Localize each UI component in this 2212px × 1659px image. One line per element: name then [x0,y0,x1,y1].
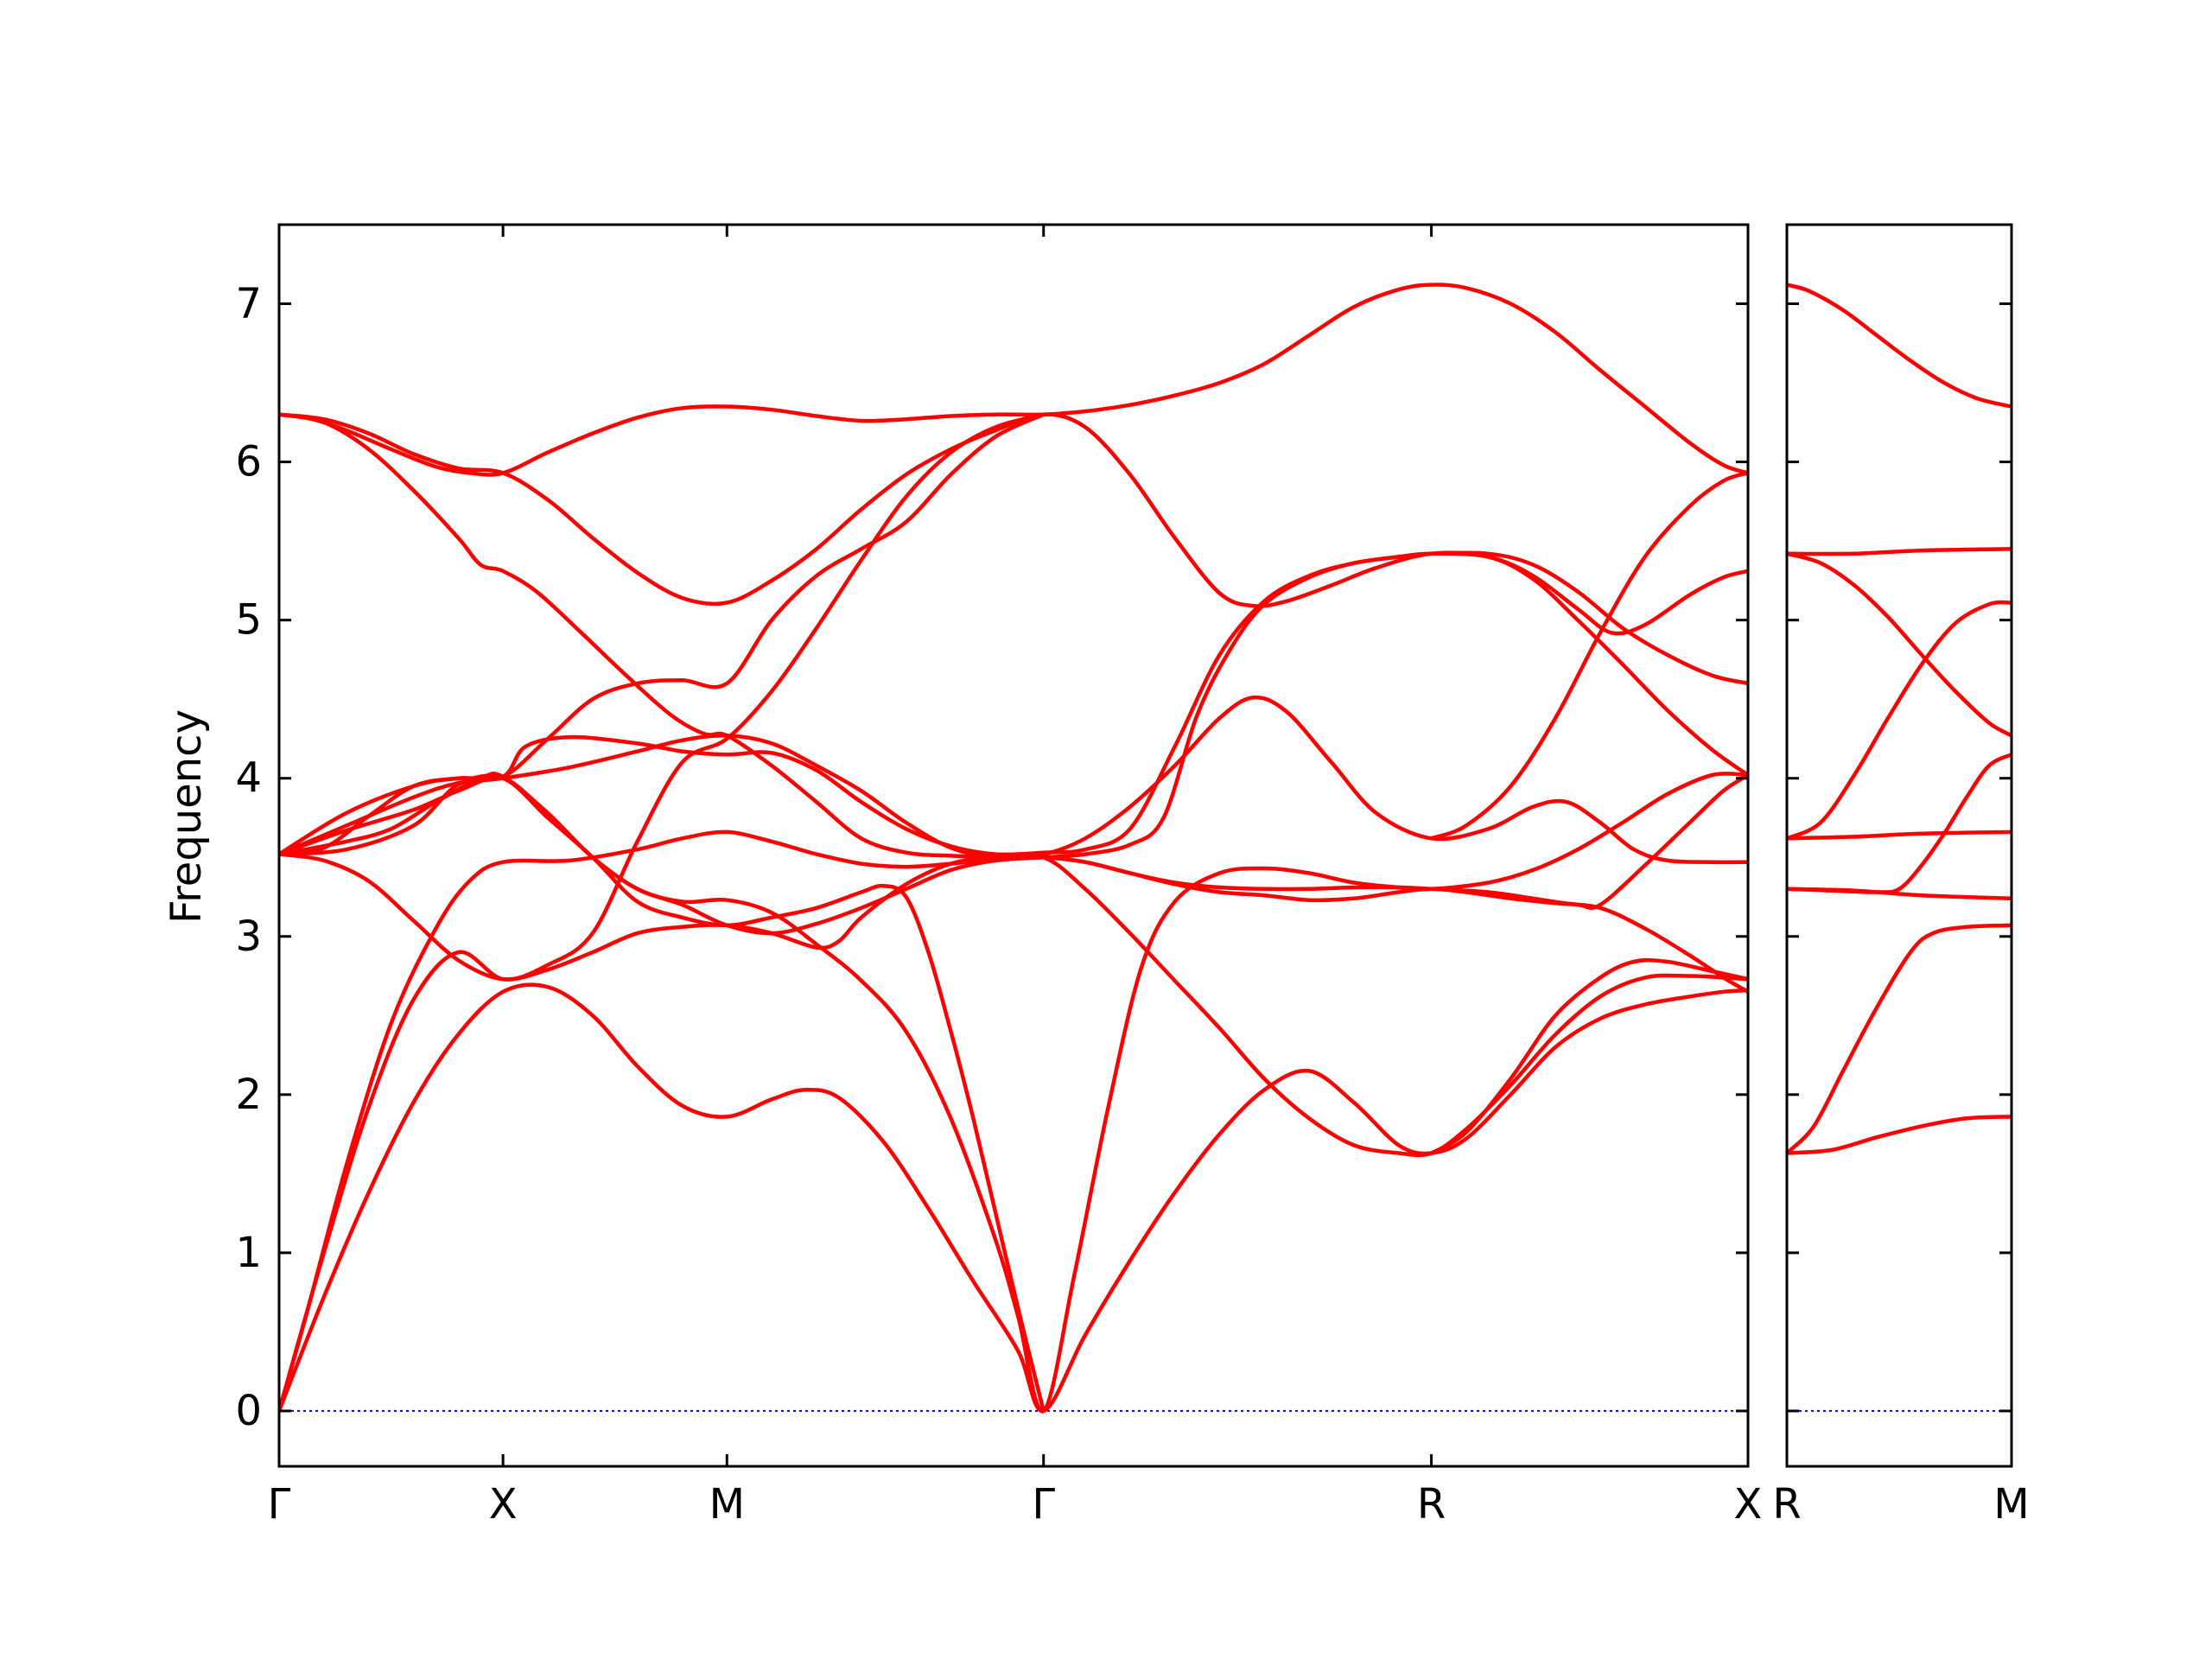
y-tick-label: 6 [235,438,262,486]
y-tick-label: 0 [235,1387,262,1435]
branch-line-11 [279,412,1046,1414]
branch-line-3 [279,412,1748,778]
branch-line-1 [1787,283,2012,409]
branch-line-13 [279,775,1046,936]
branch-line-3 [1787,551,2012,738]
y-tick-label: 3 [235,912,262,961]
x-tick-label: X [1734,1480,1763,1529]
y-tick-label: 4 [235,754,262,803]
x-tick-label: R [1772,1480,1801,1529]
y-tick-label: 1 [235,1229,262,1277]
branch-line-2 [1787,547,2012,556]
branch-line-9 [1787,1115,2012,1155]
branch-line-6 [279,771,1748,1414]
branch-line-4 [1787,600,2012,841]
branch-line-7 [1787,887,2012,901]
branch-line-1 [279,283,1748,477]
branch-line-12 [279,412,1046,856]
branch-line-9 [279,982,1748,1414]
y-tick-label: 2 [235,1071,262,1119]
branch-line-5 [1787,830,2012,841]
plot-frame [277,223,1750,1468]
x-tick-label: X [489,1480,518,1529]
branches [279,283,1748,1414]
branch-line-2 [279,412,1748,995]
y-axis-label: Frequency [162,709,211,924]
branch-line-8 [1787,923,2012,1155]
branch-line-4 [279,695,1748,865]
x-tick-label: Γ [1032,1480,1055,1529]
branch-line-14 [1041,550,1748,860]
x-tick-label: R [1417,1480,1446,1529]
panel-1: 0 1 2 3 4 5 6 7 Γ X M Γ R X [235,223,1763,1529]
branch-line-16 [1429,471,1748,841]
x-tick-label: M [709,1480,745,1529]
x-tick-label: Γ [268,1480,291,1529]
branch-line-15 [1429,957,1748,1155]
y-tick-label: 5 [235,596,262,645]
y-tick-label: 7 [235,280,262,328]
branches [1787,283,2012,1155]
plot-frame [1785,223,2013,1468]
branch-line-5 [279,551,1748,857]
x-tick-label: M [1993,1480,2029,1529]
